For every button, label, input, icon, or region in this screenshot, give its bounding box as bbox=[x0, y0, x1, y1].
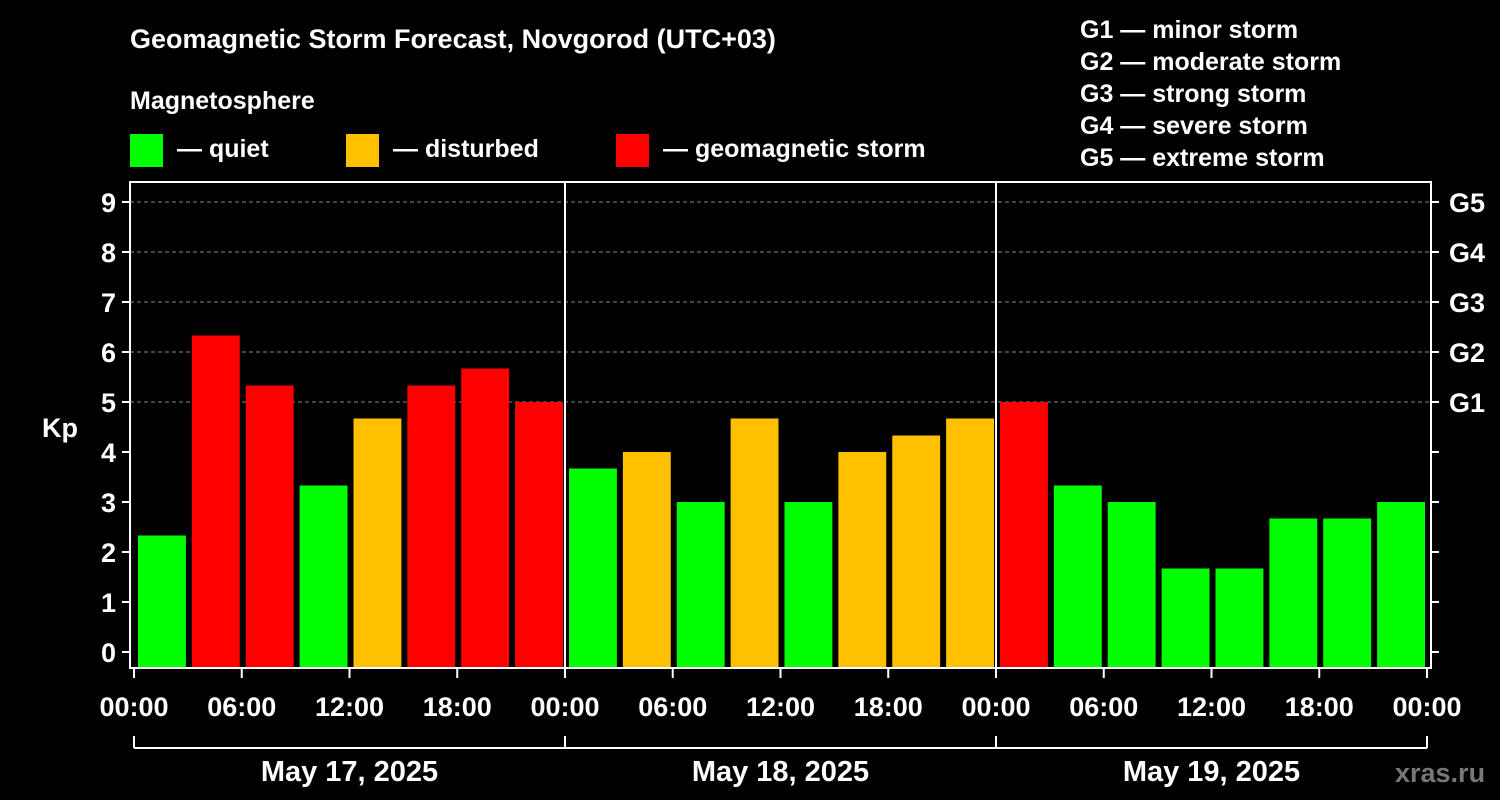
bar-16 bbox=[1000, 402, 1048, 668]
grid-lines bbox=[130, 201, 1431, 403]
bar-21 bbox=[1269, 518, 1318, 668]
bar-23 bbox=[1377, 502, 1425, 668]
y-tick-label-7: 7 bbox=[101, 288, 116, 318]
x-tick-label-5: 06:00 bbox=[638, 692, 707, 722]
chart-title: Geomagnetic Storm Forecast, Novgorod (UT… bbox=[130, 24, 776, 54]
bar-17 bbox=[1053, 485, 1102, 668]
storm-scale-item-1: G2 — moderate storm bbox=[1080, 48, 1341, 76]
bar-13 bbox=[838, 452, 887, 668]
x-tick-label-7: 18:00 bbox=[854, 692, 923, 722]
bar-9 bbox=[622, 452, 671, 668]
bar-5 bbox=[407, 385, 456, 668]
x-tick-label-3: 18:00 bbox=[423, 692, 492, 722]
right-axis-label-0: G1 bbox=[1449, 388, 1485, 418]
y-tick-label-5: 5 bbox=[101, 388, 116, 418]
bar-14 bbox=[892, 435, 941, 668]
bar-1 bbox=[191, 335, 240, 668]
storm-scale-item-4: G5 — extreme storm bbox=[1080, 144, 1325, 172]
day-label-1: May 18, 2025 bbox=[692, 756, 869, 788]
bar-11 bbox=[730, 418, 779, 668]
x-tick-label-1: 06:00 bbox=[207, 692, 276, 722]
storm-scale-item-0: G1 — minor storm bbox=[1080, 16, 1298, 44]
x-tick-label-0: 00:00 bbox=[99, 692, 168, 722]
bar-20 bbox=[1215, 568, 1264, 668]
storm-scale-legend: G1 — minor storm G2 — moderate storm G3 — … bbox=[1080, 16, 1341, 172]
bar-2 bbox=[245, 385, 294, 668]
day-label-0: May 17, 2025 bbox=[261, 756, 438, 788]
storm-scale-item-2: G3 — strong storm bbox=[1080, 80, 1306, 108]
right-axis-label-3: G4 bbox=[1449, 238, 1485, 268]
x-tick-label-9: 06:00 bbox=[1069, 692, 1138, 722]
x-tick-label-11: 18:00 bbox=[1285, 692, 1354, 722]
bar-0 bbox=[138, 535, 186, 668]
bar-15 bbox=[946, 418, 994, 668]
x-tick-label-10: 12:00 bbox=[1177, 692, 1246, 722]
y-axis-label: Kp bbox=[42, 413, 78, 443]
bar-18 bbox=[1107, 502, 1156, 668]
bar-8 bbox=[569, 468, 617, 668]
x-tick-label-8: 00:00 bbox=[961, 692, 1030, 722]
x-tick-label-12: 00:00 bbox=[1392, 692, 1461, 722]
legend-label-2: — geomagnetic storm bbox=[663, 135, 926, 163]
day-label-2: May 19, 2025 bbox=[1123, 756, 1300, 788]
storm-scale-item-3: G4 — severe storm bbox=[1080, 112, 1308, 140]
legend-label-0: — quiet bbox=[177, 135, 269, 163]
bars bbox=[138, 335, 1425, 668]
watermark: xras.ru bbox=[1395, 758, 1485, 788]
y-tick-label-1: 1 bbox=[101, 588, 116, 618]
y-tick-label-4: 4 bbox=[101, 438, 116, 468]
y-tick-label-2: 2 bbox=[101, 538, 116, 568]
x-tick-label-4: 00:00 bbox=[530, 692, 599, 722]
bar-7 bbox=[515, 402, 563, 668]
y-tick-label-6: 6 bbox=[101, 338, 116, 368]
bar-22 bbox=[1323, 518, 1372, 668]
right-axis-label-4: G5 bbox=[1449, 188, 1485, 218]
right-axis-label-2: G3 bbox=[1449, 288, 1485, 318]
bar-4 bbox=[353, 418, 402, 668]
right-axis-label-1: G2 bbox=[1449, 338, 1485, 368]
x-tick-label-2: 12:00 bbox=[315, 692, 384, 722]
legend-title: Magnetosphere bbox=[130, 87, 315, 115]
legend-swatch-2 bbox=[616, 134, 649, 167]
legend: — quiet — disturbed — geomagnetic storm bbox=[130, 134, 926, 167]
legend-swatch-0 bbox=[130, 134, 163, 167]
legend-swatch-1 bbox=[346, 134, 379, 167]
bar-3 bbox=[299, 485, 348, 668]
y-tick-label-9: 9 bbox=[101, 188, 116, 218]
y-tick-label-3: 3 bbox=[101, 488, 116, 518]
bar-12 bbox=[784, 502, 833, 668]
bar-19 bbox=[1161, 568, 1210, 668]
legend-label-1: — disturbed bbox=[393, 135, 539, 163]
x-tick-label-6: 12:00 bbox=[746, 692, 815, 722]
y-tick-label-8: 8 bbox=[101, 238, 116, 268]
bar-10 bbox=[676, 502, 725, 668]
y-tick-label-0: 0 bbox=[101, 638, 116, 668]
axes: 0 1 2 3 4 5 6 7 8 9 G1 G2 G3 G4 G5 00:00 06:00 12:00 18:00… bbox=[99, 181, 1485, 788]
bar-6 bbox=[461, 368, 510, 668]
